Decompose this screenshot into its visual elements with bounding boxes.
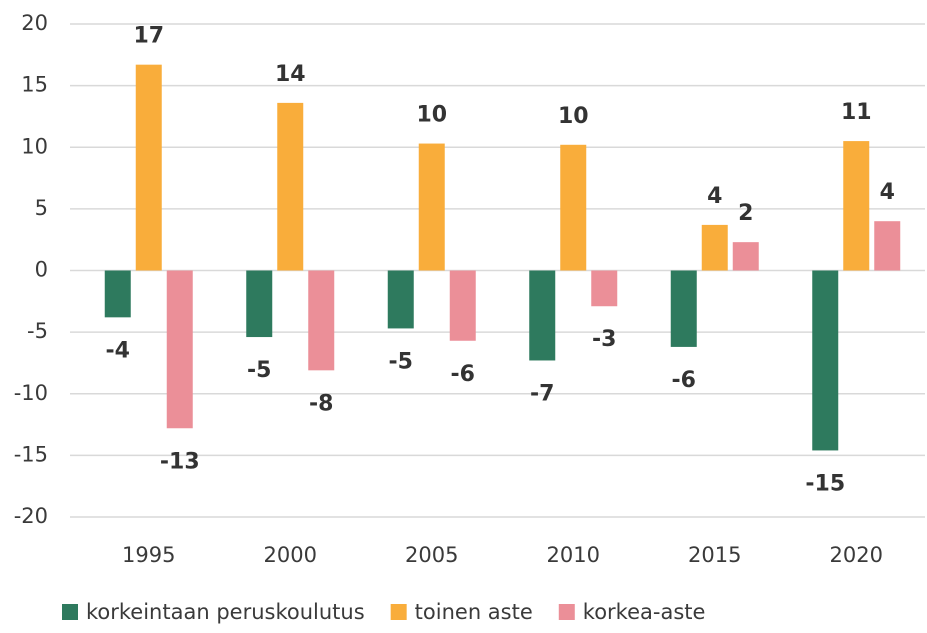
bar [449, 270, 476, 341]
bar [560, 144, 587, 271]
y-tick-label: -5 [27, 319, 48, 343]
bar [670, 270, 697, 347]
legend-label: korkea-aste [583, 600, 706, 624]
value-label: -3 [592, 327, 616, 352]
y-tick-label: 10 [21, 134, 48, 158]
value-label: -6 [451, 362, 475, 387]
bar [135, 64, 162, 271]
value-label: -13 [160, 449, 200, 474]
x-tick-label: 2010 [547, 543, 600, 567]
bar [277, 102, 304, 271]
y-tick-label: 20 [21, 11, 48, 35]
legend-label: toinen aste [415, 600, 533, 624]
value-label: -4 [106, 338, 130, 363]
legend-swatch [62, 604, 78, 620]
y-tick-label: 0 [35, 258, 48, 282]
y-tick-label: 15 [21, 73, 48, 97]
value-label: -8 [309, 391, 333, 416]
bar [701, 224, 728, 271]
y-tick-label: -10 [14, 381, 48, 405]
x-tick-label: 1995 [122, 543, 175, 567]
bar [591, 270, 618, 307]
value-label: -6 [672, 368, 696, 393]
value-label: -7 [530, 381, 554, 406]
legend-swatch [558, 604, 575, 620]
legend-swatch [390, 604, 407, 620]
value-label: 10 [558, 104, 589, 129]
bar [308, 270, 335, 371]
bar [104, 270, 131, 318]
value-label: 2 [738, 201, 753, 226]
value-label: 17 [133, 24, 164, 49]
y-tick-label: -15 [14, 442, 48, 466]
x-tick-label: 2005 [405, 543, 458, 567]
value-label: 10 [416, 103, 447, 128]
x-tick-label: 2020 [830, 543, 883, 567]
bar [529, 270, 556, 361]
bar [874, 221, 901, 271]
x-tick-label: 2015 [688, 543, 741, 567]
y-tick-label: -20 [14, 504, 48, 528]
value-label: -5 [389, 349, 413, 374]
value-label: 11 [841, 100, 872, 125]
legend-label: korkeintaan peruskoulutus [86, 600, 365, 624]
bar [418, 143, 445, 271]
y-tick-label: 5 [35, 196, 48, 220]
bar [246, 270, 273, 338]
bar [387, 270, 414, 329]
bar [732, 242, 759, 271]
value-label: 14 [275, 62, 306, 87]
value-label: 4 [707, 184, 722, 209]
x-tick-label: 2000 [264, 543, 317, 567]
value-label: -15 [805, 471, 845, 496]
value-label: 4 [880, 180, 895, 205]
bar [843, 141, 870, 271]
value-label: -5 [247, 358, 271, 383]
bar [812, 270, 839, 451]
bar [166, 270, 193, 429]
